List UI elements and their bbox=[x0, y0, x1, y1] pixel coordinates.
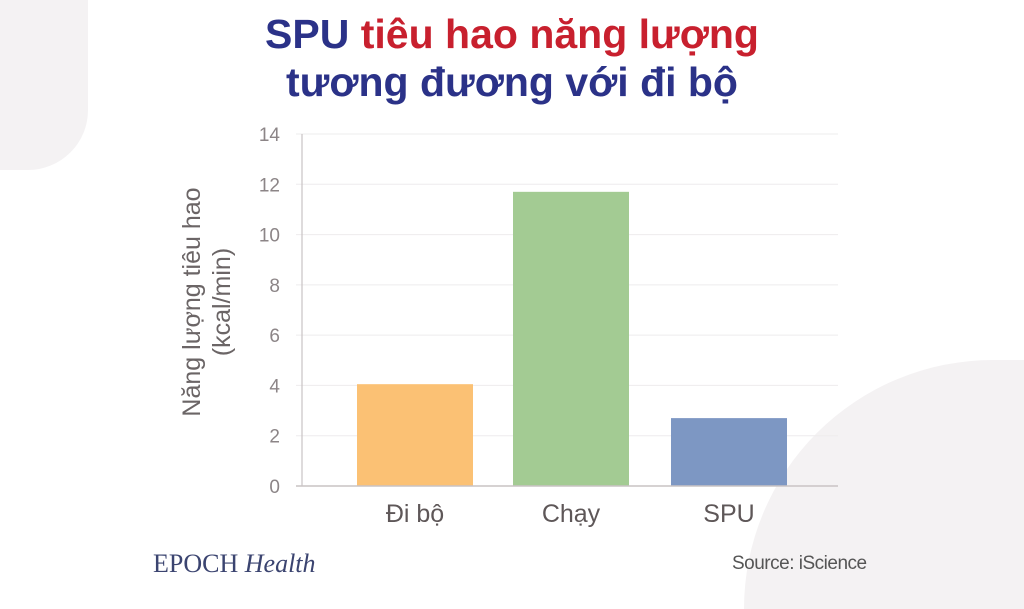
y-axis-label-line1: Năng lượng tiêu hao bbox=[178, 187, 206, 417]
y-tick-label: 2 bbox=[269, 427, 280, 448]
logo-text-epoch: EPOCH bbox=[153, 549, 239, 578]
title-spu: SPU bbox=[265, 11, 350, 57]
y-tick-label: 4 bbox=[269, 376, 280, 397]
y-tick-label: 6 bbox=[269, 326, 280, 347]
x-tick-label: Chạy bbox=[542, 500, 601, 528]
background-shape bbox=[0, 0, 88, 170]
bar-0 bbox=[357, 384, 473, 486]
y-axis-label: Năng lượng tiêu hao (kcal/min) bbox=[177, 187, 237, 416]
chart-title-line1: SPU tiêu hao năng lượng bbox=[0, 12, 1024, 56]
y-tick-label: 12 bbox=[259, 175, 280, 196]
bar-2 bbox=[671, 418, 787, 486]
y-axis-label-line2: (kcal/min) bbox=[208, 247, 236, 357]
y-tick-label: 10 bbox=[259, 226, 280, 247]
logo-text-health: Health bbox=[244, 549, 316, 578]
x-tick-label: Đi bộ bbox=[386, 500, 444, 528]
y-tick-label: 8 bbox=[269, 276, 280, 297]
epoch-health-logo: EPOCH Health bbox=[153, 549, 316, 579]
title-highlight: tiêu hao năng lượng bbox=[360, 11, 759, 57]
y-tick-label: 14 bbox=[259, 125, 281, 146]
source-note: Source: iScience bbox=[732, 553, 867, 574]
bar-1 bbox=[513, 191, 629, 487]
x-tick-label: SPU bbox=[703, 500, 754, 528]
y-tick-label: 0 bbox=[269, 477, 280, 498]
chart-title-line2: tương đương với đi bộ bbox=[286, 59, 738, 105]
